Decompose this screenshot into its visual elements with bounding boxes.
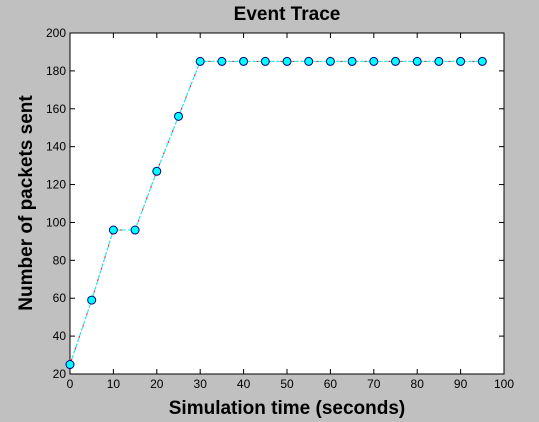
y-axis-label: Number of packets sent [16,95,37,311]
x-tick-label: 70 [367,377,381,391]
y-tick-label: 100 [46,215,66,229]
data-point [282,56,292,66]
data-point [260,56,270,66]
series-layer [65,56,487,370]
data-point [217,56,227,66]
data-point [369,56,379,66]
x-tick-label: 60 [324,377,338,391]
y-tick-label: 60 [53,291,67,305]
y-tick-label: 20 [53,367,67,381]
x-tick-label: 80 [411,377,425,391]
x-tick-label: 90 [454,377,468,391]
data-point [304,56,314,66]
data-point [325,56,335,66]
data-point [152,166,162,176]
plot-area [69,32,505,375]
x-axis-label: Simulation time (seconds) [169,398,405,419]
chart-title: Event Trace [234,4,341,25]
data-point [456,56,466,66]
x-tick-label: 30 [194,377,208,391]
x-tick-label: 100 [494,377,514,391]
y-tick-label: 80 [53,253,67,267]
y-tick-label: 160 [46,102,66,116]
y-tick-label: 200 [46,26,66,40]
x-tick-label: 50 [280,377,294,391]
data-point [195,56,205,66]
data-point [108,225,118,235]
data-point [174,111,183,121]
y-axis: 20 40 60 80 100 120 140 160 180 200 [46,26,504,381]
data-point [87,295,97,305]
x-tick-label: 10 [107,377,121,391]
y-tick-label: 180 [46,64,66,78]
data-point [434,56,444,66]
data-point [391,56,400,66]
x-axis: 0 10 20 30 40 50 60 70 80 90 100 [67,33,514,391]
data-point [347,56,357,66]
data-point [239,56,249,66]
y-tick-label: 120 [46,178,66,192]
data-point [412,56,422,66]
y-tick-label: 40 [53,329,67,343]
data-point [130,225,140,235]
y-tick-label: 140 [46,140,66,154]
x-tick-label: 0 [67,377,74,391]
data-point [65,360,75,370]
data-point [477,56,487,66]
x-tick-label: 40 [237,377,251,391]
x-tick-label: 20 [150,377,164,391]
